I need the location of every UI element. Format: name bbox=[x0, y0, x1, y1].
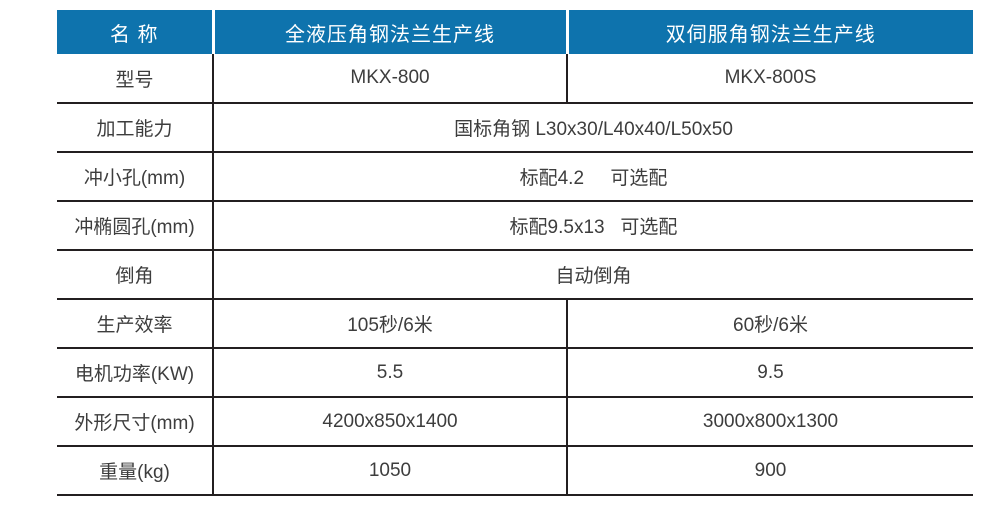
row-label: 型号 bbox=[57, 54, 214, 103]
header-cell-hydraulic-line: 全液压角钢法兰生产线 bbox=[211, 10, 567, 54]
table-row-chamfer: 倒角 自动倒角 bbox=[57, 249, 973, 299]
row-value-col2: MKX-800S bbox=[724, 67, 817, 88]
row-value-col2: 60秒/6米 bbox=[567, 298, 973, 348]
row-value-col2: 9.5 bbox=[567, 347, 973, 397]
row-label: 倒角 bbox=[57, 249, 214, 299]
row-value-span: 标配4.2 可选配 bbox=[213, 151, 973, 201]
row-value-col2: 3000x800x1300 bbox=[567, 396, 973, 446]
row-label: 加工能力 bbox=[57, 102, 214, 152]
header-cell-servo-line: 双伺服角钢法兰生产线 bbox=[565, 10, 973, 54]
row-value-col2: 900 bbox=[567, 445, 973, 496]
product-spec-table: 名 称 全液压角钢法兰生产线 双伺服角钢法兰生产线 型号 MKX-800 MKX… bbox=[57, 10, 973, 496]
table-row-capacity: 加工能力 国标角钢 L30x30/L40x40/L50x50 bbox=[57, 102, 973, 152]
table-row-small-hole: 冲小孔(mm) 标配4.2 可选配 bbox=[57, 151, 973, 201]
row-label: 冲小孔(mm) bbox=[57, 151, 214, 201]
header-row: 名 称 全液压角钢法兰生产线 双伺服角钢法兰生产线 bbox=[57, 10, 973, 54]
table-row-efficiency: 生产效率 105秒/6米 60秒/6米 bbox=[57, 298, 973, 348]
table-row-oval-hole: 冲椭圆孔(mm) 标配9.5x13 可选配 bbox=[57, 200, 973, 250]
row-value-col1: 5.5 bbox=[213, 347, 568, 397]
row-label: 生产效率 bbox=[57, 298, 214, 348]
row-value-span: 国标角钢 L30x30/L40x40/L50x50 bbox=[213, 102, 973, 152]
row-value-col1: 1050 bbox=[213, 445, 568, 496]
row-value-col1: 105秒/6米 bbox=[213, 298, 568, 348]
row-label: 外形尺寸(mm) bbox=[57, 396, 214, 446]
row-label: 冲椭圆孔(mm) bbox=[57, 200, 214, 250]
row-value-span: 自动倒角 bbox=[213, 249, 973, 299]
table-row-model: 型号 MKX-800 MKX-800S bbox=[57, 54, 973, 103]
row-value-col1: MKX-800 bbox=[213, 54, 568, 103]
table-row-dimensions: 外形尺寸(mm) 4200x850x1400 3000x800x1300 bbox=[57, 396, 973, 446]
row-value-span: 标配9.5x13 可选配 bbox=[213, 200, 973, 250]
row-label: 电机功率(KW) bbox=[57, 347, 214, 397]
row-label: 重量(kg) bbox=[57, 445, 214, 496]
table-row-motor-power: 电机功率(KW) 5.5 9.5 bbox=[57, 347, 973, 397]
table-row-weight: 重量(kg) 1050 900 bbox=[57, 445, 973, 496]
row-value-col1: 4200x850x1400 bbox=[213, 396, 568, 446]
header-cell-name: 名 称 bbox=[57, 10, 213, 54]
